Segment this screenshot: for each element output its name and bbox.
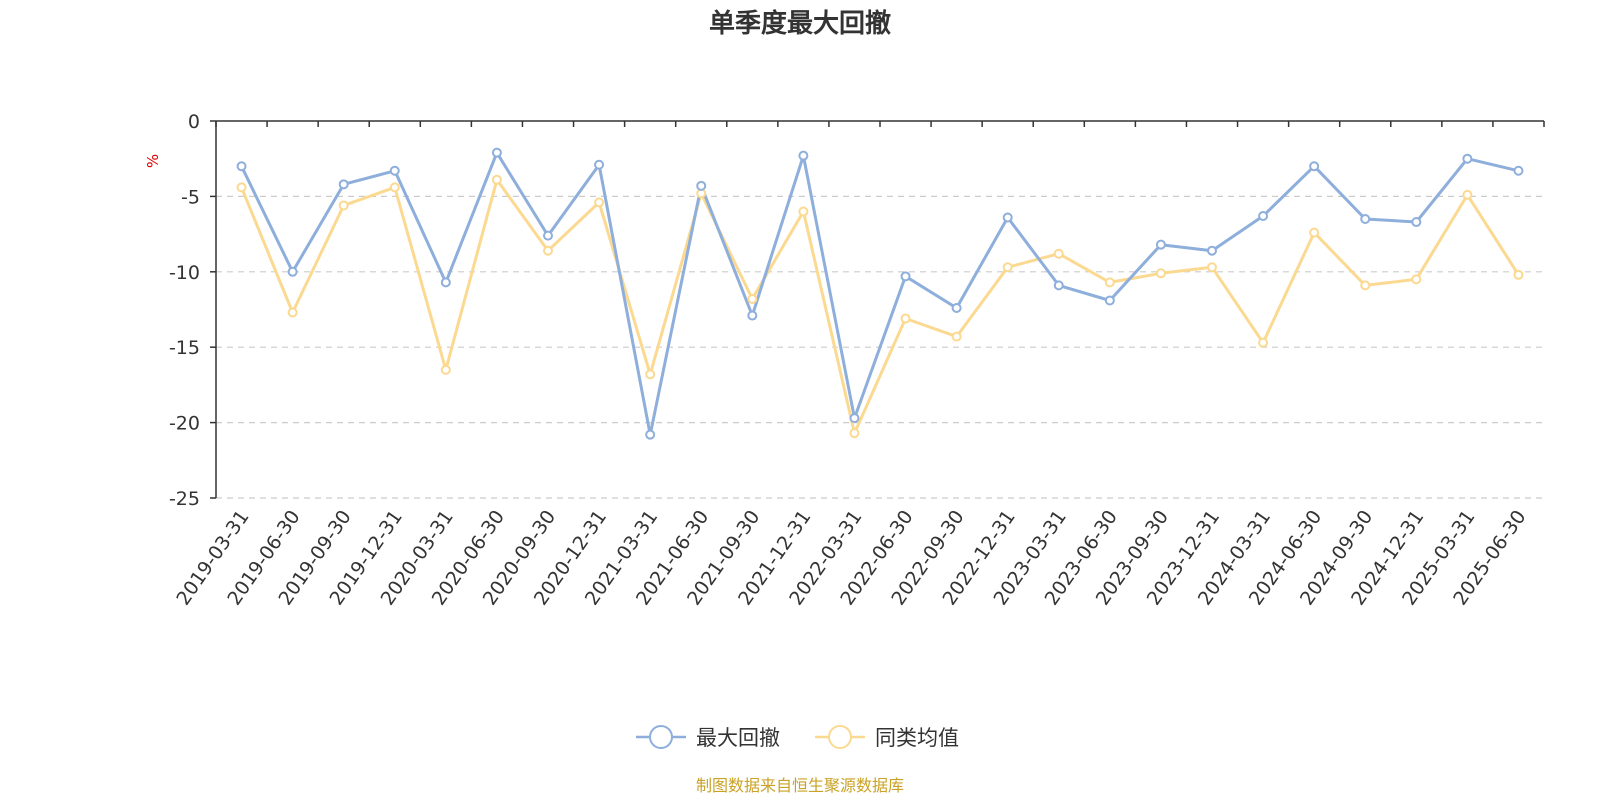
series-0-point: [440, 277, 451, 288]
y-tick-label: -5: [181, 186, 200, 208]
series-1-point: [798, 206, 809, 217]
series-1-point: [594, 197, 605, 208]
series-1-point: [389, 182, 400, 193]
legend-item-0[interactable]: 最大回撤: [636, 725, 780, 750]
y-axis-unit: %: [144, 154, 162, 168]
series-1-point: [236, 182, 247, 193]
series-1-point: [1207, 262, 1217, 273]
series-1-point: [1155, 268, 1166, 279]
y-tick-label: -25: [169, 488, 200, 510]
series-line-0: [240, 151, 1519, 437]
series-1-point: [1309, 227, 1320, 238]
series-1-point: [1104, 277, 1115, 288]
series-0-point: [1462, 153, 1473, 164]
series-1-point: [1053, 248, 1064, 259]
chart-title: 单季度最大回撤: [709, 8, 891, 39]
series-0-point: [645, 429, 656, 440]
series-1-point: [849, 428, 860, 439]
series-0-point: [287, 266, 298, 277]
series-1-point: [645, 369, 656, 380]
series-line-1: [240, 178, 1520, 435]
series-0-point: [1104, 295, 1115, 306]
series-0-point: [1207, 245, 1217, 256]
series-0-point: [338, 179, 349, 190]
series-0-point: [1258, 211, 1269, 222]
series-0-point: [1309, 161, 1320, 172]
axes: [210, 120, 1545, 499]
series-0-point: [1513, 165, 1524, 176]
y-tick-label: 0: [188, 111, 200, 133]
legend-label: 最大回撤: [696, 726, 780, 750]
series-1-point: [900, 313, 911, 324]
legend-item-1[interactable]: 同类均值: [815, 725, 959, 750]
series-1-point: [338, 200, 349, 211]
data-source-note: 制图数据来自恒生聚源数据库: [696, 776, 904, 795]
series-1-point: [1513, 269, 1524, 280]
series-0-point: [1053, 280, 1064, 291]
series-0-point: [951, 302, 962, 313]
series-0-point: [1411, 217, 1422, 228]
series-0-point: [236, 161, 247, 172]
series-0-point: [491, 147, 502, 158]
series-0-point: [1155, 239, 1166, 250]
x-axis-ticks: 2019-03-312019-06-302019-09-302019-12-31…: [172, 506, 1530, 609]
series-1-point: [1360, 280, 1371, 291]
series-1-point: [1462, 189, 1473, 200]
series-1-point: [747, 293, 758, 304]
y-axis-ticks: 0 -5 -10 -15 -20 -25: [169, 111, 200, 510]
series-0-point: [900, 271, 911, 282]
series-1-point: [1258, 337, 1269, 348]
series-0-point: [696, 180, 707, 191]
series-0-point: [1002, 212, 1013, 223]
series-1-point: [1411, 274, 1422, 285]
legend[interactable]: 最大回撤 同类均值: [636, 725, 959, 750]
legend-label: 同类均值: [875, 726, 959, 750]
series-0-point: [798, 150, 809, 161]
series-1-point: [287, 307, 298, 318]
series-1-point: [1002, 262, 1013, 273]
series-1-point: [543, 245, 553, 256]
legend-marker-icon: [828, 725, 852, 749]
series-1-point: [491, 174, 502, 185]
series-1-point: [440, 364, 451, 375]
series-0-point: [389, 165, 400, 176]
y-tick-label: -10: [169, 262, 200, 284]
series-0-point: [594, 159, 605, 170]
y-tick-label: -15: [169, 337, 200, 359]
series-group: [236, 147, 1524, 440]
legend-marker-icon: [649, 725, 673, 749]
series-0-point: [1360, 214, 1371, 225]
series-0-point: [543, 230, 553, 241]
series-1-point: [951, 331, 962, 342]
series-0-point: [747, 310, 758, 321]
series-0-point: [849, 413, 860, 424]
y-tick-label: -20: [169, 413, 200, 435]
